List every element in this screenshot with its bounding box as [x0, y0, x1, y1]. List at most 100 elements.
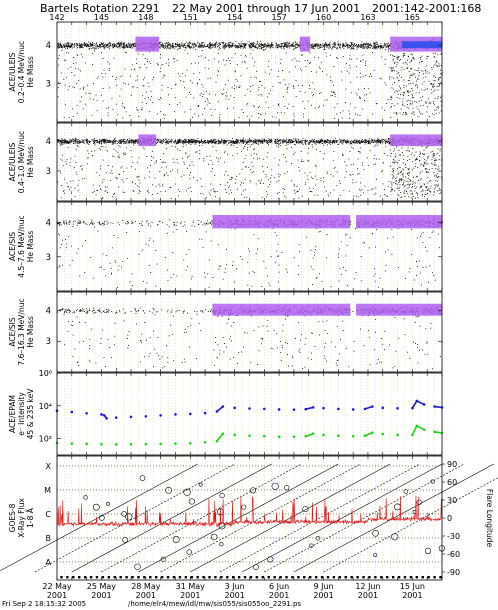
scatter-point — [371, 140, 373, 142]
scatter-point — [243, 141, 245, 143]
scatter-point — [350, 174, 352, 176]
scatter-point — [412, 90, 414, 92]
scatter-point — [75, 140, 76, 141]
scatter-point — [328, 43, 330, 45]
scatter-point — [334, 107, 336, 109]
scatter-point — [165, 48, 167, 50]
scatter-point — [133, 86, 135, 88]
scatter-point — [91, 44, 93, 46]
scatter-point — [342, 110, 344, 112]
scatter-point — [185, 139, 187, 141]
scatter-point — [221, 139, 223, 141]
scatter-point — [234, 141, 236, 143]
scatter-point — [186, 45, 188, 47]
scatter-point — [420, 70, 422, 72]
scatter-point — [277, 173, 279, 175]
scatter-point — [235, 142, 237, 144]
scatter-point — [336, 113, 338, 115]
scatter-point — [269, 139, 271, 141]
scatter-point — [213, 44, 215, 46]
scatter-point — [225, 98, 227, 100]
scatter-point — [393, 55, 395, 57]
scatter-point — [310, 176, 312, 178]
scatter-point — [279, 138, 281, 140]
scatter-point — [225, 43, 227, 45]
scatter-point — [124, 152, 126, 154]
scatter-point — [160, 45, 162, 46]
scatter-point — [159, 43, 161, 45]
scatter-point — [319, 151, 321, 153]
scatter-point — [67, 48, 68, 49]
scatter-point — [415, 83, 417, 85]
scatter-point — [189, 41, 191, 43]
scatter-point — [247, 139, 249, 141]
scatter-point — [168, 62, 170, 64]
scatter-point — [165, 140, 167, 142]
scatter-point — [323, 46, 325, 48]
scatter-point — [310, 141, 311, 143]
scatter-point — [361, 41, 363, 43]
scatter-point — [313, 94, 315, 96]
scatter-point — [381, 142, 383, 144]
scatter-point — [352, 140, 354, 142]
scatter-point — [347, 139, 349, 141]
scatter-point — [320, 45, 322, 47]
scatter-point — [337, 43, 339, 45]
scatter-point — [117, 46, 119, 47]
scatter-point — [263, 44, 265, 46]
scatter-point — [104, 72, 106, 74]
scatter-point — [230, 46, 232, 48]
scatter-point — [321, 45, 323, 47]
scatter-point — [219, 47, 221, 49]
scatter-point — [237, 140, 239, 142]
scatter-point — [336, 103, 338, 105]
scatter-point — [220, 157, 222, 159]
scatter-point — [418, 92, 420, 94]
scatter-point — [360, 182, 362, 184]
scatter-point — [182, 140, 184, 142]
scatter-point — [311, 191, 313, 192]
scatter-point — [66, 45, 68, 47]
scatter-point — [433, 114, 435, 116]
scatter-point — [171, 139, 173, 141]
scatter-point — [375, 43, 377, 45]
scatter-point — [232, 43, 234, 45]
scatter-point — [381, 107, 383, 109]
scatter-point — [94, 142, 96, 143]
scatter-point — [295, 80, 297, 81]
scatter-point — [293, 141, 295, 143]
scatter-point — [240, 140, 242, 142]
scatter-point — [194, 43, 195, 45]
scatter-point — [179, 138, 181, 140]
scatter-point — [381, 45, 383, 47]
scatter-point — [97, 142, 99, 143]
scatter-point — [237, 140, 239, 142]
scatter-point — [167, 142, 169, 144]
scatter-point — [89, 98, 91, 100]
scatter-point — [304, 59, 306, 61]
scatter-point — [214, 139, 216, 140]
scatter-point — [330, 140, 332, 142]
scatter-point — [64, 84, 66, 86]
scatter-point — [120, 43, 122, 45]
scatter-point — [106, 43, 108, 45]
scatter-point — [243, 147, 245, 149]
scatter-point — [267, 65, 269, 67]
scatter-point — [284, 45, 286, 47]
scatter-point — [223, 140, 225, 142]
scatter-point — [165, 46, 167, 48]
scatter-point — [187, 141, 189, 143]
scatter-point — [300, 142, 302, 144]
scatter-point — [241, 108, 243, 110]
scatter-point — [297, 191, 299, 192]
scatter-point — [409, 104, 411, 106]
scatter-point — [210, 45, 212, 47]
scatter-point — [245, 143, 247, 144]
scatter-point — [318, 57, 320, 59]
scatter-point — [350, 59, 352, 60]
scatter-point — [232, 142, 234, 144]
scatter-point — [322, 143, 323, 144]
scatter-point — [181, 143, 183, 144]
scatter-point — [95, 140, 97, 142]
scatter-point — [364, 139, 366, 141]
